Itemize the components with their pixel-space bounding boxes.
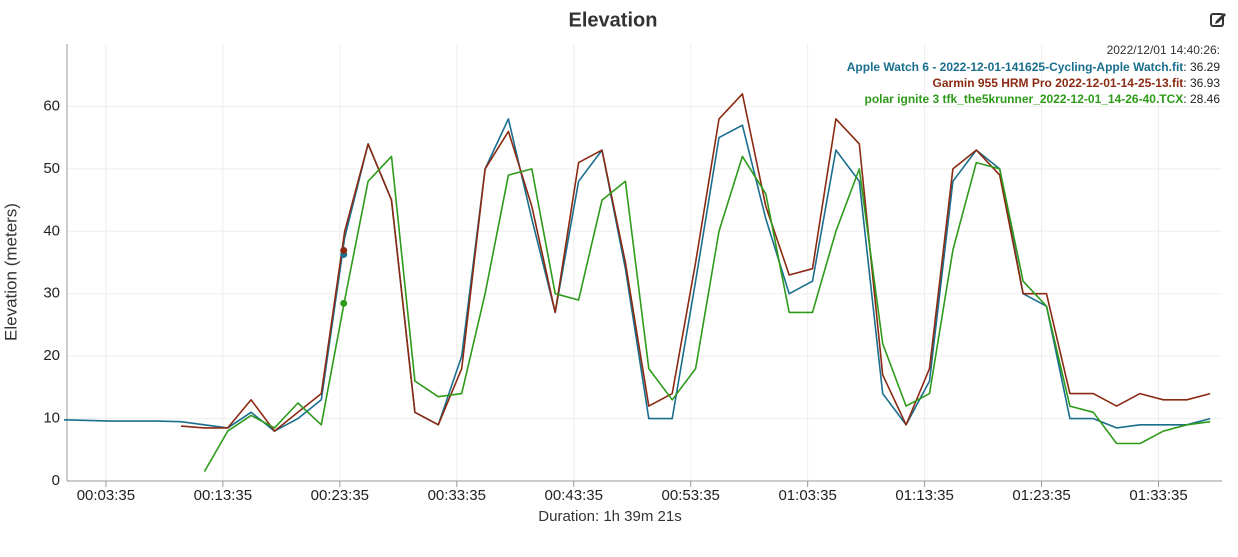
hover-dot xyxy=(340,299,348,307)
y-tick-label: 30 xyxy=(43,285,60,302)
edit-icon-box[interactable] xyxy=(1210,13,1224,27)
y-tick-label: 50 xyxy=(43,160,60,177)
legend-name: Apple Watch 6 - 2022-12-01-141625-Cyclin… xyxy=(847,60,1184,74)
legend-name: Garmin 955 HRM Pro 2022-12-01-14-25-13.f… xyxy=(933,76,1184,90)
x-tick-label: 01:13:35 xyxy=(895,487,953,504)
series-line xyxy=(180,93,1211,432)
legend-entry: Garmin 955 HRM Pro 2022-12-01-14-25-13.f… xyxy=(933,76,1221,90)
x-tick-label: 00:33:35 xyxy=(428,487,486,504)
y-tick-label: 40 xyxy=(43,222,60,239)
y-tick-label: 0 xyxy=(52,472,60,489)
legend-value: : 28.46 xyxy=(1183,92,1220,106)
y-tick-label: 10 xyxy=(43,410,60,427)
x-tick-label: 00:23:35 xyxy=(311,487,369,504)
series-line xyxy=(203,155,1211,472)
x-axis-label: Duration: 1h 39m 21s xyxy=(538,508,681,525)
legend-value: : 36.93 xyxy=(1183,76,1220,90)
y-tick-label: 60 xyxy=(43,97,60,114)
x-tick-label: 00:03:35 xyxy=(77,487,135,504)
chart-title: Elevation xyxy=(569,9,658,31)
edit-icon-pen[interactable] xyxy=(1215,13,1226,24)
x-tick-label: 00:53:35 xyxy=(662,487,720,504)
legend-name: polar ignite 3 tfk_the5krunner_2022-12-0… xyxy=(864,92,1183,106)
x-tick-label: 00:13:35 xyxy=(194,487,252,504)
legend-value: : 36.29 xyxy=(1183,60,1220,74)
y-axis-label: Elevation (meters) xyxy=(1,203,20,341)
x-tick-label: 01:33:35 xyxy=(1129,487,1187,504)
edit-icon[interactable] xyxy=(1210,13,1226,27)
hover-dot xyxy=(340,246,348,254)
legend-entry: Apple Watch 6 - 2022-12-01-141625-Cyclin… xyxy=(847,60,1221,74)
x-tick-label: 01:23:35 xyxy=(1012,487,1070,504)
x-tick-label: 00:43:35 xyxy=(545,487,603,504)
legend-entry: polar ignite 3 tfk_the5krunner_2022-12-0… xyxy=(864,92,1220,106)
x-tick-label: 01:03:35 xyxy=(778,487,836,504)
legend-header: 2022/12/01 14:40:26: xyxy=(1107,43,1220,57)
y-tick-label: 20 xyxy=(43,347,60,364)
